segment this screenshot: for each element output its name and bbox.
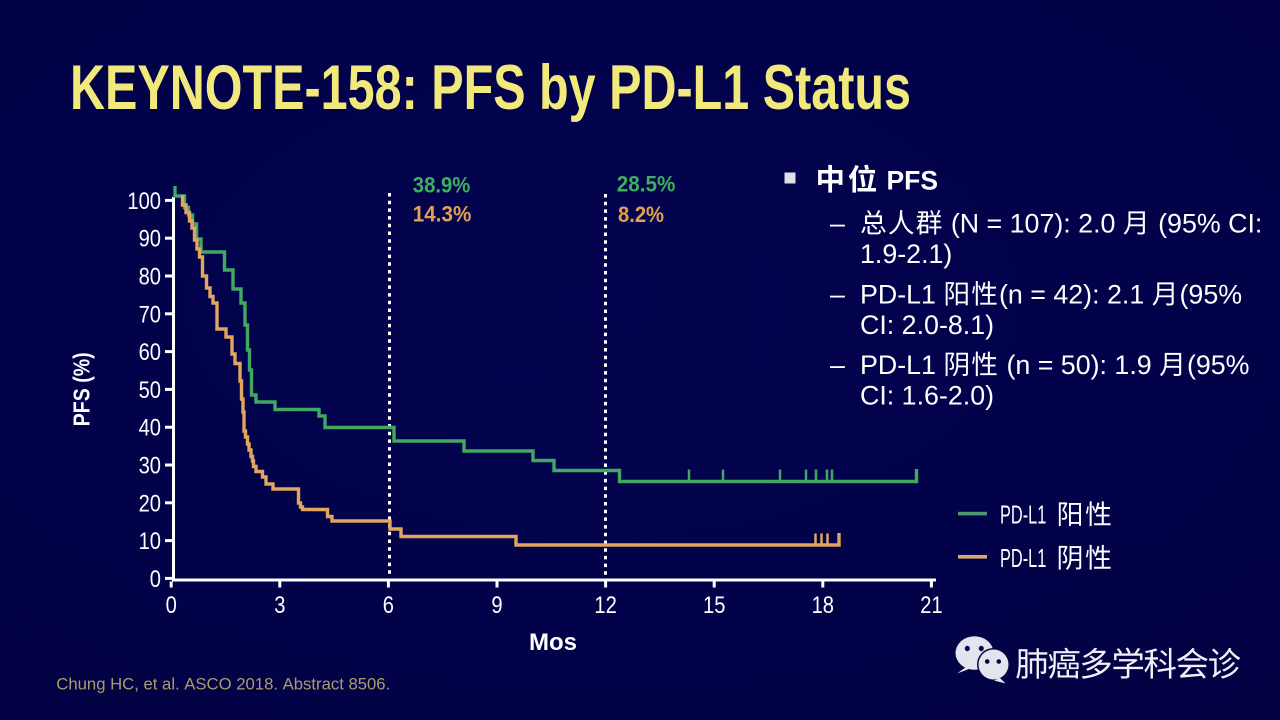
svg-text:10: 10 <box>139 528 161 555</box>
svg-text:8.2%: 8.2% <box>618 202 664 227</box>
svg-text:–: – <box>830 350 845 380</box>
svg-text:12: 12 <box>594 592 616 619</box>
svg-text:Mos: Mos <box>529 629 577 656</box>
svg-text:PFS (%): PFS (%) <box>69 352 95 426</box>
svg-text:3: 3 <box>274 592 285 619</box>
svg-text:(n = 50): 1.9: (n = 50): 1.9 <box>999 350 1159 380</box>
svg-text:90: 90 <box>139 226 161 253</box>
svg-text:60: 60 <box>139 339 161 366</box>
svg-text:(95%: (95% <box>1187 350 1250 380</box>
svg-text:CI: 1.6-2.0): CI: 1.6-2.0) <box>860 381 994 411</box>
svg-text:CI: 2.0-8.1): CI: 2.0-8.1) <box>860 310 994 340</box>
svg-text:38.9%: 38.9% <box>413 173 471 198</box>
svg-text:70: 70 <box>139 301 161 328</box>
svg-text:80: 80 <box>139 264 161 291</box>
svg-text:20: 20 <box>139 490 161 517</box>
svg-text:6: 6 <box>383 592 394 619</box>
svg-text:0: 0 <box>150 566 161 593</box>
svg-text:KEYNOTE-158: PFS by PD-L1 Stat: KEYNOTE-158: PFS by PD-L1 Status <box>70 53 911 123</box>
svg-text:PD-L1: PD-L1 <box>860 350 943 380</box>
svg-text:PD-L1: PD-L1 <box>1000 543 1046 573</box>
svg-text:18: 18 <box>812 592 834 619</box>
svg-text:PD-L1: PD-L1 <box>860 280 943 310</box>
svg-text:PFS: PFS <box>887 166 939 196</box>
svg-text:–: – <box>830 280 845 310</box>
svg-text:9: 9 <box>491 592 502 619</box>
svg-text:0: 0 <box>166 592 177 619</box>
svg-text:15: 15 <box>703 592 725 619</box>
svg-text:(N = 107): 2.0: (N = 107): 2.0 <box>943 209 1122 239</box>
svg-text:40: 40 <box>139 415 161 442</box>
svg-text:1.9-2.1): 1.9-2.1) <box>860 239 952 269</box>
svg-text:30: 30 <box>139 453 161 480</box>
svg-text:–: – <box>830 209 845 239</box>
svg-text:(95%: (95% <box>1180 280 1243 310</box>
svg-text:(95% CI:: (95% CI: <box>1151 209 1263 239</box>
svg-text:21: 21 <box>920 592 942 619</box>
svg-text:100: 100 <box>127 188 161 215</box>
svg-text:PD-L1: PD-L1 <box>1000 500 1046 530</box>
svg-text:(n = 42): 2.1: (n = 42): 2.1 <box>999 280 1152 310</box>
svg-text:14.3%: 14.3% <box>413 201 472 226</box>
svg-text:50: 50 <box>139 377 161 404</box>
svg-text:Chung HC, et al. ASCO 2018. Ab: Chung HC, et al. ASCO 2018. Abstract 850… <box>56 675 390 694</box>
svg-text:28.5%: 28.5% <box>617 171 676 196</box>
